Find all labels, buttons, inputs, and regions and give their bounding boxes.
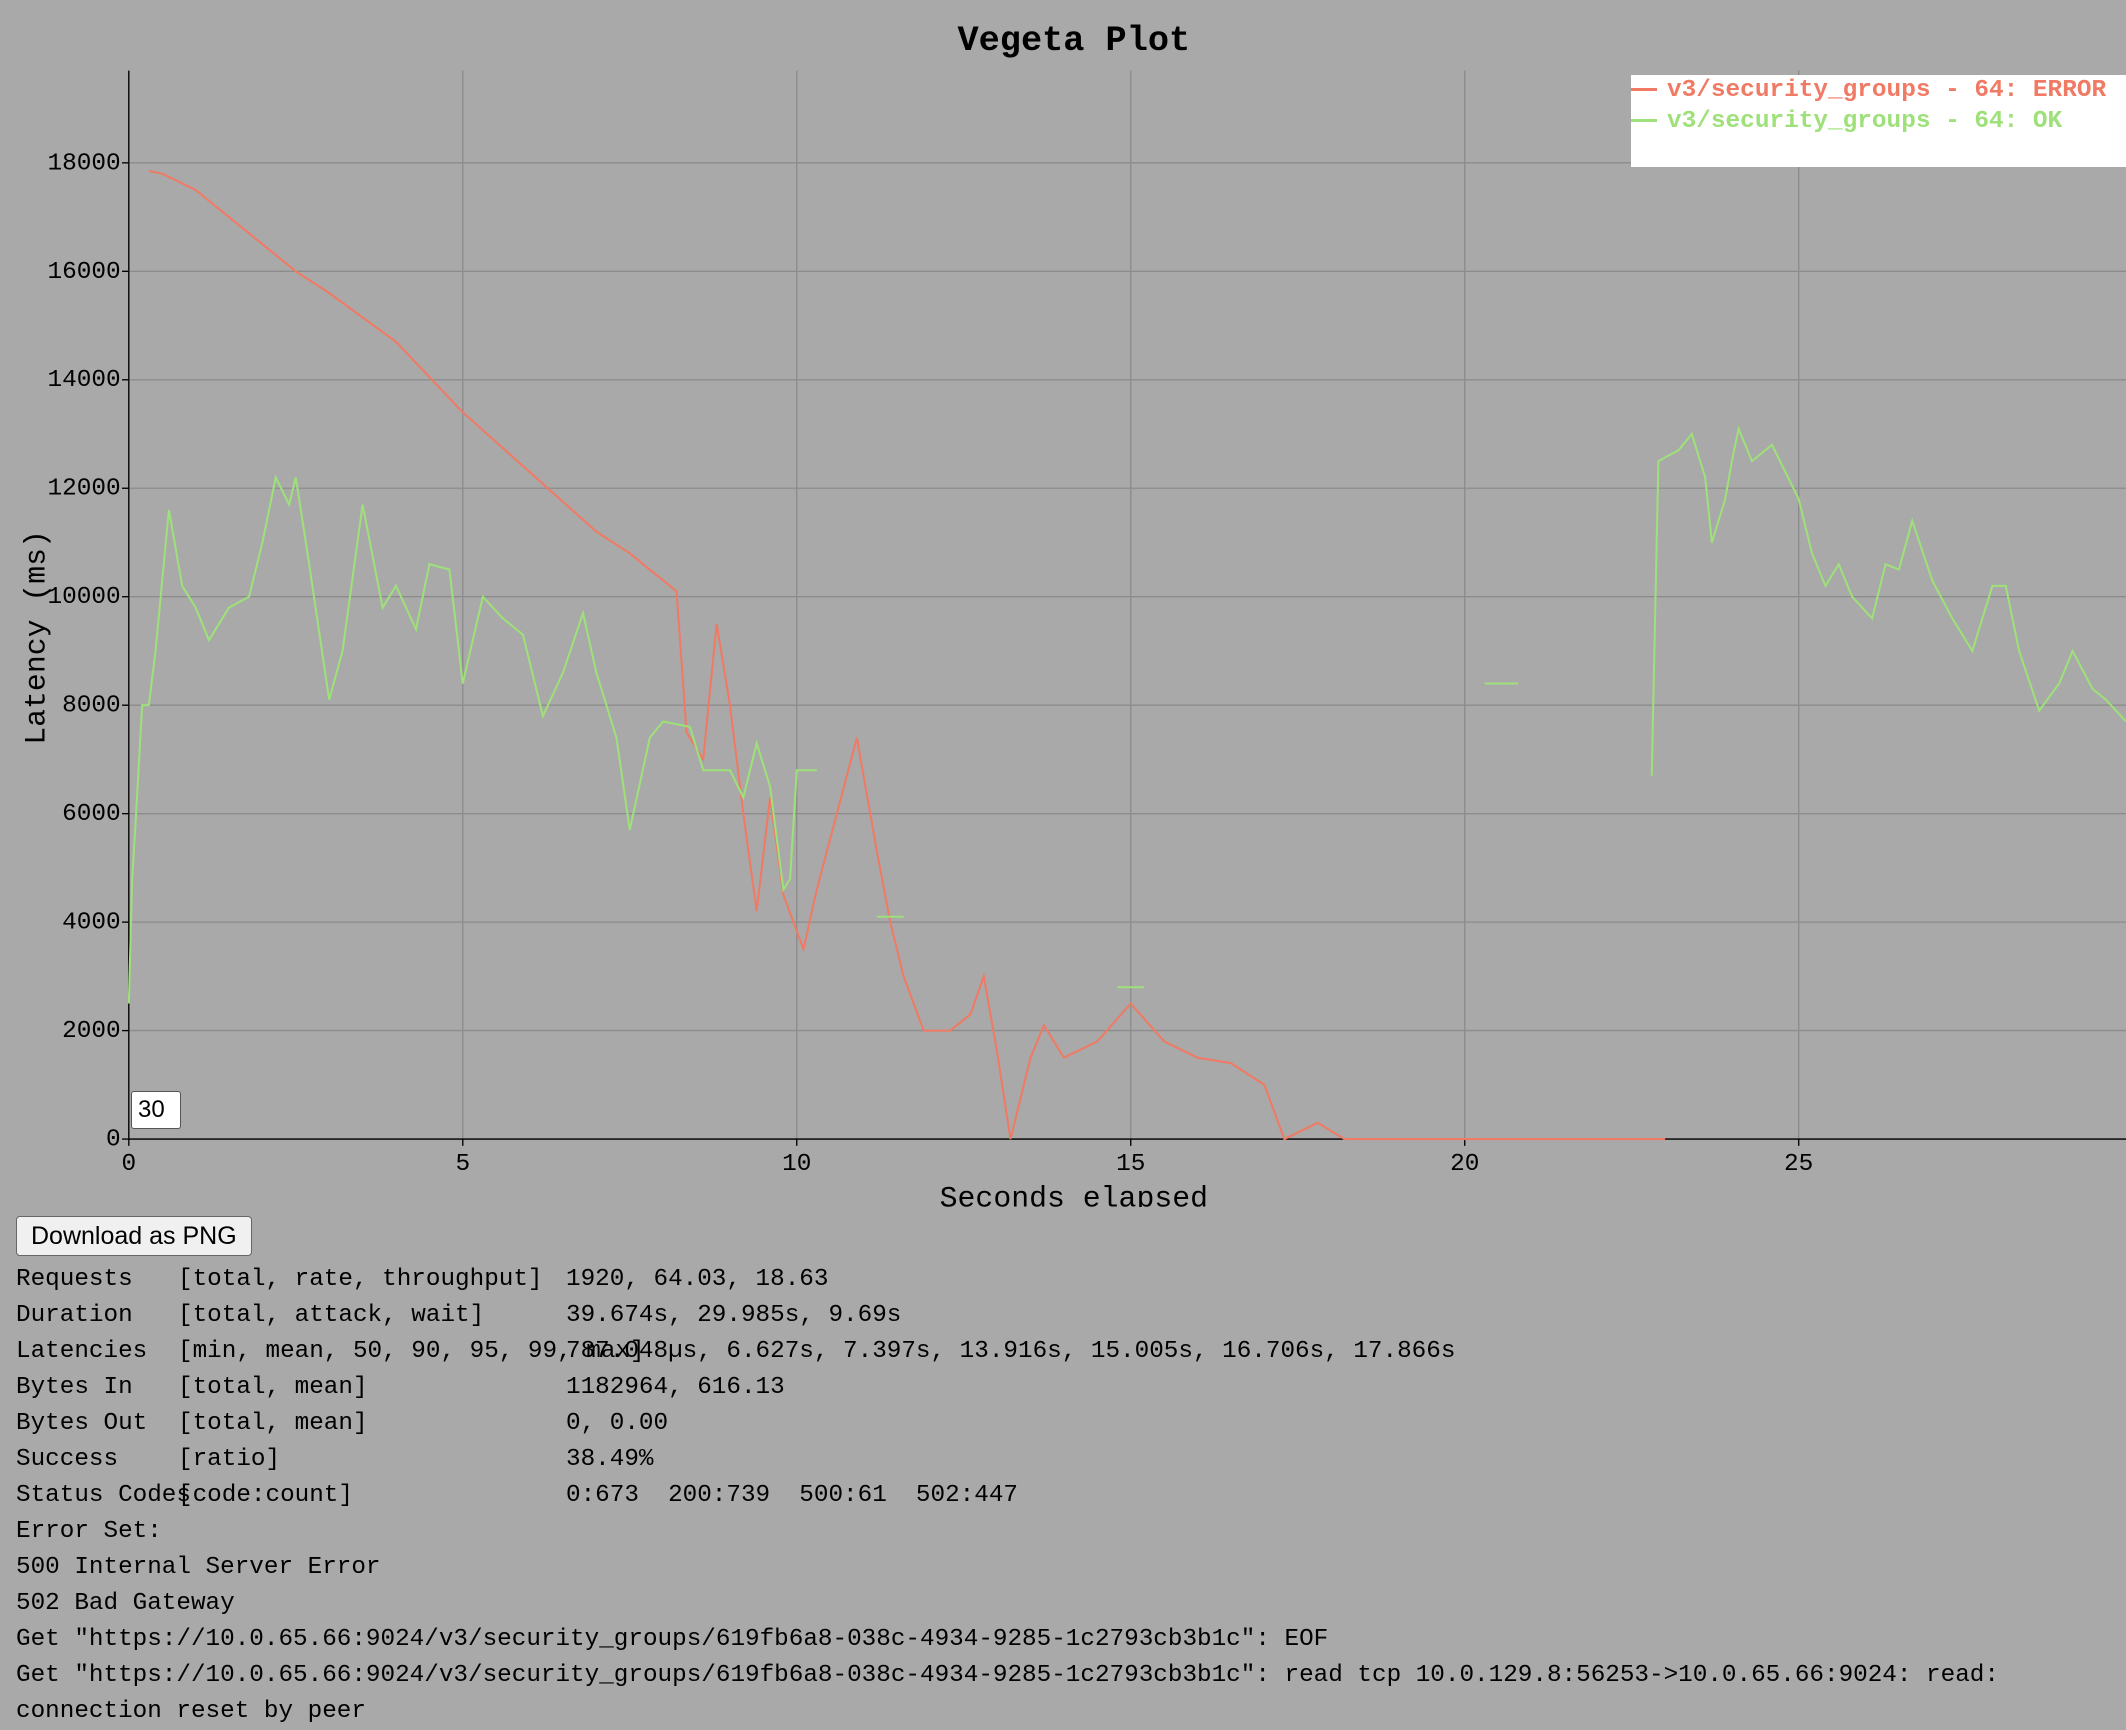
series-line (127, 425, 2126, 1004)
report-cell: [total, mean] (178, 1410, 368, 1437)
report-line: 502 Bad Gateway (16, 1590, 235, 1617)
report-row: Requests [total, rate, throughput] 1920, 6… (16, 1262, 2096, 1298)
x-tick-label: 5 (455, 1151, 470, 1178)
report-line: Get "https://10.0.65.66:9024/v3/security… (16, 1662, 2014, 1725)
report-cell: 1920, 64.03, 18.63 (566, 1266, 829, 1293)
report-cell: [total, mean] (178, 1374, 368, 1401)
report-cell: 39.674s, 29.985s, 9.69s (566, 1302, 902, 1329)
report-cell: Duration (16, 1302, 133, 1329)
legend-swatch (1631, 88, 1657, 92)
y-axis-label: Latency (ms) (19, 530, 53, 745)
report-cell: Status Codes (16, 1482, 191, 1509)
x-tick-label: 10 (782, 1151, 811, 1178)
report-cell: 1182964, 616.13 (566, 1374, 785, 1401)
report-cell: Requests (16, 1266, 133, 1293)
report: Requests [total, rate, throughput] 1920, 6… (16, 1262, 2096, 1730)
y-tick-label: 6000 (62, 801, 121, 828)
x-tick-label: 0 (121, 1151, 136, 1178)
legend-swatch (1631, 119, 1657, 123)
report-row: Latencies [min, mean, 50, 90, 95, 99, max… (16, 1334, 2096, 1370)
legend-label: v3/security_groups - 64: OK (1667, 108, 2063, 135)
x-tick-label: 20 (1450, 1151, 1479, 1178)
y-tick-label: 0 (106, 1127, 121, 1154)
report-line: Error Set: (16, 1518, 162, 1545)
report-cell: 0:673 200:739 500:61 502:447 (566, 1482, 1018, 1509)
report-cell: 0, 0.00 (566, 1410, 669, 1437)
report-cell: [code:count] (178, 1482, 353, 1509)
y-tick-label: 4000 (62, 910, 121, 937)
report-cell: 787.048µs, 6.627s, 7.397s, 13.916s, 15.0… (566, 1338, 1456, 1365)
report-cell: Bytes Out (16, 1410, 148, 1437)
y-tick-label: 18000 (47, 150, 120, 177)
y-tick-label: 10000 (47, 584, 120, 611)
report-cell: Bytes In (16, 1374, 133, 1401)
report-row: Success [ratio] 38.49% (16, 1442, 2096, 1478)
report-row: Bytes Out [total, mean] 0, 0.00 (16, 1406, 2096, 1442)
legend-entry: v3/security_groups - 64: ERROR (1631, 77, 2106, 104)
legend-label: v3/security_groups - 64: ERROR (1667, 77, 2107, 104)
series-line (148, 169, 1666, 1141)
report-cell: Success (16, 1446, 119, 1473)
report-cell: [ratio] (178, 1446, 281, 1473)
download-button[interactable]: Download as PNG (16, 1216, 252, 1256)
chart-title: Vegeta Plot (957, 21, 1190, 61)
chart: Vegeta Plot Seconds elapsed Latency (ms)… (19, 21, 2126, 1216)
report-cell: 38.49% (566, 1446, 654, 1473)
report-row: Bytes In [total, mean] 1182964, 616.13 (16, 1370, 2096, 1406)
y-tick-label: 2000 (62, 1018, 121, 1045)
report-cell: Latencies (16, 1338, 148, 1365)
number-input[interactable]: 30 (131, 1091, 181, 1129)
report-row: Status Codes [code:count] 0:673 200:739 50… (16, 1478, 2096, 1514)
x-axis-label: Seconds elapsed (940, 1182, 1208, 1207)
chart-container: Vegeta Plot Seconds elapsed Latency (ms)… (19, 21, 2126, 1216)
x-tick-label: 15 (1116, 1151, 1145, 1178)
report-cell: [total, attack, wait] (178, 1302, 485, 1329)
legend: v3/security_groups - 64: ERROR v3/securi… (1631, 75, 2126, 167)
y-tick-label: 12000 (47, 476, 120, 503)
y-tick-label: 16000 (47, 259, 120, 286)
report-cell: [min, mean, 50, 90, 95, 99, max] (178, 1338, 645, 1365)
y-tick-label: 8000 (62, 693, 121, 720)
report-cell: [total, rate, throughput] (178, 1266, 543, 1293)
report-row: Duration [total, attack, wait] 39.674s, 29… (16, 1298, 2096, 1334)
report-line: Get "https://10.0.65.66:9024/v3/security… (16, 1626, 1329, 1653)
y-tick-label: 14000 (47, 367, 120, 394)
report-line: 500 Internal Server Error (16, 1554, 381, 1581)
legend-entry: v3/security_groups - 64: OK (1631, 108, 2062, 135)
x-tick-label: 25 (1784, 1151, 1813, 1178)
